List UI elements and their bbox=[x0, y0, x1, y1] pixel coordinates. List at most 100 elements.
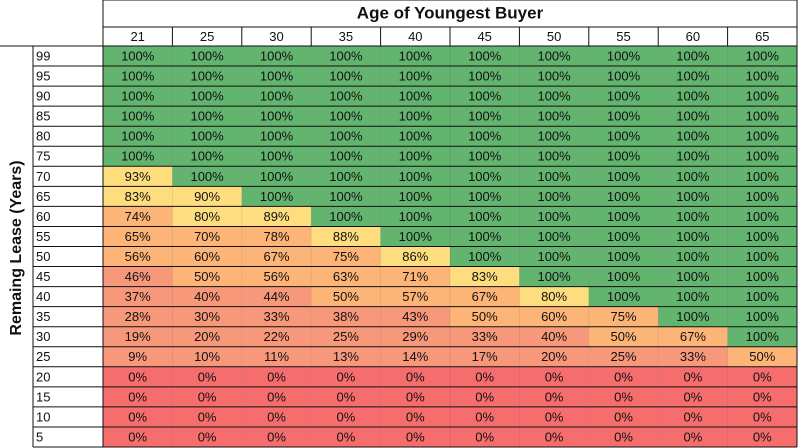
heatmap-cell bbox=[241, 126, 312, 147]
heatmap-cell bbox=[103, 226, 173, 247]
cell-value-label: 100% bbox=[537, 48, 571, 63]
cell-value-label: 0% bbox=[614, 389, 633, 404]
cell-value-label: 86% bbox=[402, 249, 428, 264]
column-header-label: 50 bbox=[547, 29, 561, 44]
heatmap-cell bbox=[727, 386, 797, 407]
cell-value-label: 63% bbox=[333, 269, 359, 284]
cell-value-label: 100% bbox=[329, 129, 363, 144]
cell-value-label: 50% bbox=[472, 309, 498, 324]
heatmap-cell bbox=[380, 126, 450, 147]
cell-value-label: 0% bbox=[128, 369, 147, 384]
cell-value-label: 0% bbox=[753, 409, 772, 424]
cell-value-label: 100% bbox=[537, 109, 571, 124]
cell-value-label: 0% bbox=[614, 369, 633, 384]
heatmap-cell bbox=[727, 366, 797, 387]
row-header-label: 45 bbox=[36, 269, 50, 284]
heatmap-cell bbox=[311, 86, 381, 107]
cell-value-label: 100% bbox=[537, 149, 571, 164]
heatmap-cell bbox=[727, 166, 797, 187]
heatmap-cell bbox=[519, 86, 589, 107]
cell-value-label: 75% bbox=[610, 309, 636, 324]
heatmap-cell bbox=[588, 386, 659, 407]
heatmap-cell bbox=[311, 206, 381, 227]
heatmap-cell bbox=[519, 46, 589, 67]
cell-value-label: 100% bbox=[537, 249, 571, 264]
heatmap-cell bbox=[103, 126, 173, 147]
row-header-label: 75 bbox=[36, 149, 50, 164]
cell-value-label: 100% bbox=[329, 89, 363, 104]
cell-value-label: 100% bbox=[537, 269, 571, 284]
heatmap-cells bbox=[103, 46, 797, 447]
heatmap-cell bbox=[103, 286, 173, 307]
cell-value-label: 83% bbox=[472, 269, 498, 284]
heatmap-cell bbox=[727, 186, 797, 207]
cell-value-label: 100% bbox=[676, 169, 710, 184]
heatmap-cell bbox=[658, 426, 728, 447]
cell-value-label: 38% bbox=[333, 309, 359, 324]
heatmap-cell bbox=[172, 226, 242, 247]
cell-value-label: 100% bbox=[607, 129, 641, 144]
heatmap-cell bbox=[588, 226, 659, 247]
cell-value-label: 100% bbox=[676, 309, 710, 324]
heatmap-cell bbox=[311, 146, 381, 167]
heatmap-cell bbox=[103, 86, 173, 107]
heatmap-cell bbox=[103, 106, 173, 127]
heatmap-cell bbox=[658, 106, 728, 127]
cell-value-label: 100% bbox=[190, 169, 224, 184]
cell-value-label: 100% bbox=[746, 169, 780, 184]
heatmap-cell bbox=[241, 426, 312, 447]
cell-value-label: 100% bbox=[468, 149, 502, 164]
heatmap-cell bbox=[380, 66, 450, 87]
cell-value-label: 100% bbox=[746, 229, 780, 244]
heatmap-cell bbox=[588, 206, 659, 227]
heatmap-cell bbox=[172, 306, 242, 327]
cell-value-label: 100% bbox=[746, 329, 780, 344]
cell-value-label: 67% bbox=[263, 249, 289, 264]
row-header-label: 85 bbox=[36, 109, 50, 124]
cell-value-label: 100% bbox=[676, 189, 710, 204]
row-header-label: 50 bbox=[36, 249, 50, 264]
row-header-label: 35 bbox=[36, 309, 50, 324]
heatmap-cell bbox=[658, 266, 728, 287]
cell-value-label: 80% bbox=[541, 289, 567, 304]
cell-value-label: 100% bbox=[329, 48, 363, 63]
heatmap-cell bbox=[727, 46, 797, 67]
heatmap-cell bbox=[450, 326, 520, 347]
cell-value-label: 0% bbox=[128, 409, 147, 424]
cell-value-label: 100% bbox=[676, 89, 710, 104]
cell-value-label: 0% bbox=[475, 409, 494, 424]
cell-value-label: 100% bbox=[537, 229, 571, 244]
heatmap-cell bbox=[450, 126, 520, 147]
heatmap-cell bbox=[172, 66, 242, 87]
heatmap-cell bbox=[172, 86, 242, 107]
heatmap-cell bbox=[311, 166, 381, 187]
cell-value-label: 100% bbox=[468, 229, 502, 244]
heatmap-cell bbox=[588, 66, 659, 87]
cell-value-label: 33% bbox=[472, 329, 498, 344]
cell-value-label: 100% bbox=[746, 48, 780, 63]
heatmap-cell bbox=[172, 366, 242, 387]
cell-value-label: 100% bbox=[676, 269, 710, 284]
cell-value-label: 100% bbox=[607, 109, 641, 124]
column-header-label: 21 bbox=[130, 29, 144, 44]
heatmap-cell bbox=[658, 286, 728, 307]
cell-value-label: 100% bbox=[399, 189, 433, 204]
cell-value-label: 71% bbox=[402, 269, 428, 284]
heatmap-cell bbox=[450, 86, 520, 107]
heatmap-cell bbox=[588, 286, 659, 307]
heatmap-cell bbox=[172, 166, 242, 187]
heatmap-cell bbox=[241, 266, 312, 287]
heatmap-cell bbox=[658, 326, 728, 347]
cell-value-label: 100% bbox=[676, 289, 710, 304]
cell-value-label: 0% bbox=[267, 409, 286, 424]
heatmap-cell bbox=[727, 346, 797, 367]
cell-value-label: 25% bbox=[610, 349, 636, 364]
heatmap-cell bbox=[311, 246, 381, 267]
heatmap-cell bbox=[450, 286, 520, 307]
heatmap-cell bbox=[311, 366, 381, 387]
heatmap-cell bbox=[103, 326, 173, 347]
cell-value-label: 75% bbox=[333, 249, 359, 264]
heatmap-cell bbox=[519, 226, 589, 247]
heatmap-cell bbox=[172, 266, 242, 287]
cell-value-label: 100% bbox=[329, 149, 363, 164]
